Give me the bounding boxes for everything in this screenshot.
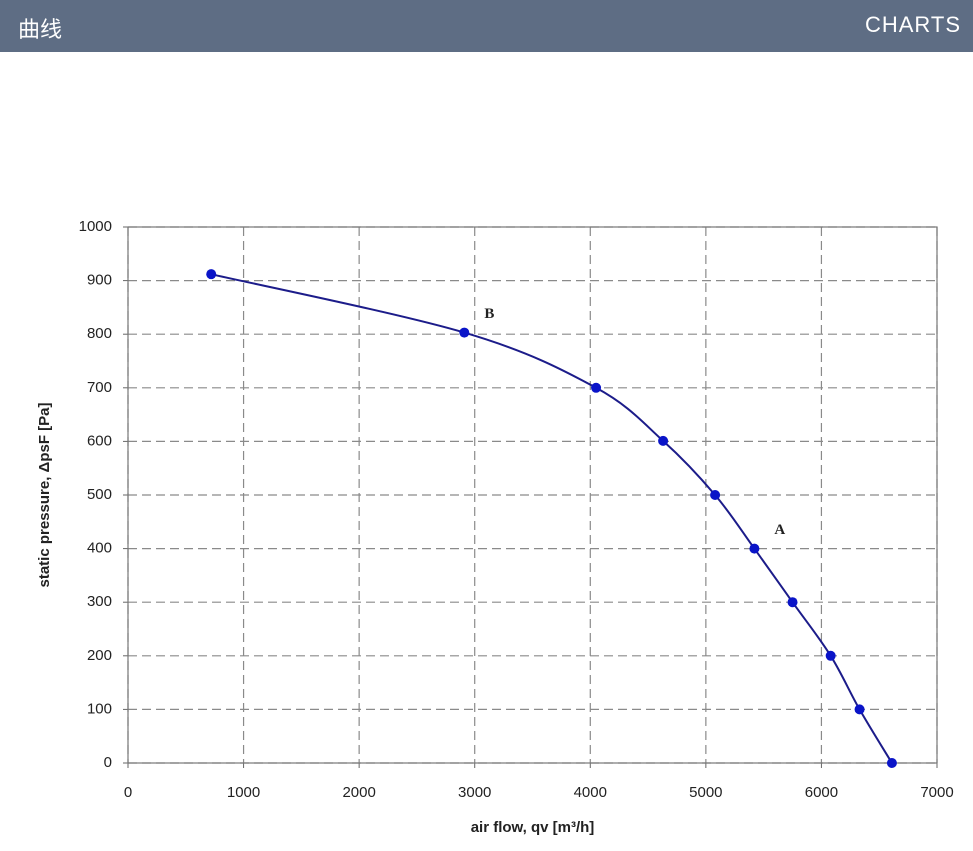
y-tick-label: 100 xyxy=(87,700,112,717)
point xyxy=(591,382,602,393)
x-tick-label: 6000 xyxy=(805,784,838,801)
y-tick-label: 700 xyxy=(87,379,112,396)
point xyxy=(886,758,897,768)
y-tick-label: 600 xyxy=(87,432,112,449)
header-bar: 曲线 CHARTS xyxy=(0,0,973,52)
header-title: 曲线 xyxy=(18,17,63,42)
x-axis-label: air flow, qv [m³/h] xyxy=(471,819,595,836)
point xyxy=(658,435,669,446)
x-tick-label: 4000 xyxy=(574,784,607,801)
point xyxy=(710,490,721,500)
point xyxy=(854,704,865,715)
annotation: B xyxy=(484,306,494,322)
y-tick-label: 900 xyxy=(87,272,112,289)
y-tick-label: 0 xyxy=(104,754,112,771)
y-tick-label: 500 xyxy=(87,486,112,503)
y-tick-label: 1000 xyxy=(79,218,112,235)
point xyxy=(206,269,217,280)
x-tick-label: 3000 xyxy=(458,784,491,801)
x-tick-label: 2000 xyxy=(342,784,375,801)
x-tick-label: 0 xyxy=(124,784,132,801)
curve xyxy=(210,273,893,764)
annotation: A xyxy=(774,522,785,538)
point xyxy=(825,650,836,661)
y-tick-label: 800 xyxy=(87,325,112,342)
x-tick-label: 7000 xyxy=(920,784,953,801)
y-tick-label: 200 xyxy=(87,647,112,664)
point xyxy=(749,543,760,554)
y-axis-label: static pressure, ΔpsF [Pa] xyxy=(36,402,53,587)
y-tick-label: 300 xyxy=(87,593,112,610)
x-tick-label: 5000 xyxy=(689,784,722,801)
y-tick-label: 400 xyxy=(87,540,112,557)
point xyxy=(459,327,470,338)
point xyxy=(787,597,798,608)
plot-frame xyxy=(127,226,938,764)
header-label: CHARTS xyxy=(864,12,961,37)
x-tick-label: 1000 xyxy=(227,784,260,801)
